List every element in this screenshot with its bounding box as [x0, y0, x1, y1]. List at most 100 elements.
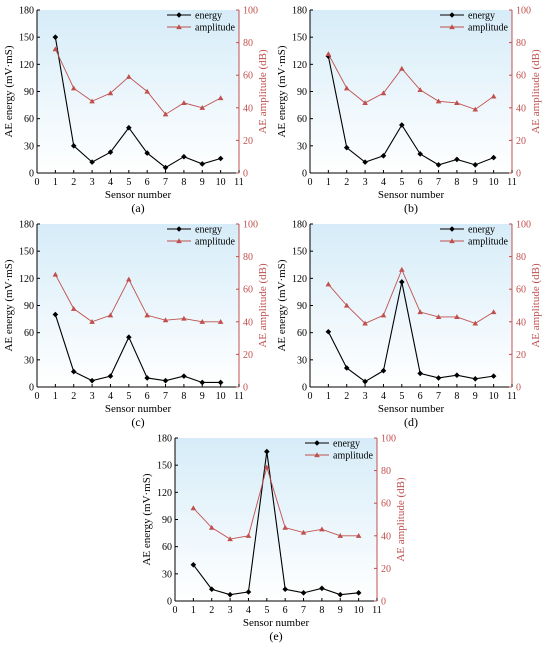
x-tick-label: 6 [418, 177, 423, 188]
x-axis-label: Sensor number [105, 189, 172, 201]
y-left-tick-label: 150 [19, 247, 34, 258]
data-point-energy [181, 153, 187, 160]
data-point-amplitude [343, 302, 350, 308]
data-point-amplitude [380, 90, 387, 96]
y-left-tick-label: 90 [297, 301, 307, 312]
y-right-tick-label: 100 [243, 220, 258, 231]
x-tick-label: 9 [200, 177, 205, 188]
panels: 0 1 2 3 4 5 6 7 8 9 10 1103060901201501800204060801… [3, 6, 542, 644]
data-point-amplitude [52, 271, 59, 277]
data-point-amplitude [399, 65, 405, 71]
data-point-amplitude [89, 319, 95, 324]
data-point-energy [343, 365, 350, 371]
y-left-tick-label: 60 [24, 328, 34, 339]
y-left-tick-label: 180 [19, 220, 34, 231]
data-point-amplitude [245, 533, 252, 538]
data-point-amplitude [217, 95, 224, 101]
data-point-amplitude [70, 85, 77, 91]
x-tick-label: 11 [234, 177, 244, 188]
x-tick-label: 5 [126, 391, 131, 402]
data-point-amplitude [217, 319, 224, 324]
panel-label: (d) [404, 415, 418, 429]
y-left-tick-label: 30 [297, 141, 307, 152]
x-tick-label: 7 [163, 177, 168, 188]
series-line-energy [327, 56, 494, 166]
y-right-tick-label: 20 [516, 136, 526, 147]
y-axis-label-right: AE amplitude (dB) [257, 263, 269, 348]
y-axis-label-left: AE energy (mV·mS) [141, 473, 153, 565]
x-tick-label: 1 [326, 391, 331, 402]
x-tick-label: 0 [35, 391, 40, 402]
data-point-energy [490, 373, 497, 379]
y-left-tick-label: 120 [292, 60, 307, 71]
data-point-energy [70, 368, 77, 375]
data-point-amplitude [126, 74, 132, 79]
y-right-tick-label: 100 [381, 434, 396, 445]
x-tick-label: 10 [489, 177, 499, 188]
x-tick-label: 7 [436, 177, 441, 188]
x-tick-label: 2 [209, 605, 214, 616]
y-left-tick-label: 90 [297, 87, 307, 98]
x-axis-label: Sensor number [378, 189, 445, 201]
x-tick-label: 8 [319, 605, 324, 616]
y-right-tick-label: 80 [243, 252, 253, 263]
y-left-tick-label: 30 [297, 355, 307, 366]
x-tick-label: 7 [301, 605, 306, 616]
x-tick-label: 0 [308, 177, 313, 188]
y-left-tick-label: 60 [297, 114, 307, 125]
data-point-amplitude [199, 319, 206, 324]
series-line-amplitude [54, 274, 221, 323]
y-right-tick-label: 40 [381, 531, 391, 542]
y-axis-label-left: AE energy (mV·mS) [3, 45, 15, 137]
series-line-amplitude [54, 48, 221, 115]
x-axis-label: Sensor number [378, 403, 445, 415]
data-point-energy [454, 372, 460, 379]
x-tick-label: 11 [372, 605, 382, 616]
data-point-energy [325, 53, 332, 59]
panel-label: (c) [131, 415, 144, 429]
x-tick-label: 3 [90, 391, 95, 402]
y-left-tick-label: 0 [302, 383, 307, 394]
y-right-tick-label: 0 [243, 383, 248, 394]
data-point-amplitude [144, 312, 150, 318]
y-axis-label-right: AE amplitude (dB) [257, 49, 269, 134]
data-point-amplitude [380, 312, 387, 318]
series-line-amplitude [328, 268, 494, 324]
data-point-amplitude [52, 46, 59, 52]
data-point-energy [319, 585, 325, 592]
data-point-energy [89, 377, 95, 384]
data-point-amplitude [126, 276, 132, 282]
y-left-tick-label: 90 [24, 87, 34, 98]
x-tick-label: 7 [163, 391, 168, 402]
y-right-tick-label: 60 [243, 285, 253, 296]
chart-panel-4: 0 1 2 3 4 5 6 7 8 9 10 1103060901201501800204060801… [276, 220, 542, 430]
x-tick-label: 8 [454, 391, 459, 402]
y-right-tick-label: 80 [516, 252, 526, 263]
y-right-tick-label: 0 [381, 597, 386, 608]
y-right-tick-label: 80 [381, 466, 391, 477]
y-left-tick-label: 150 [292, 247, 307, 258]
legend-marker [449, 12, 455, 18]
x-tick-label: 4 [381, 177, 386, 188]
legend-marker [449, 226, 455, 232]
legend-label-amplitude: amplitude [195, 23, 236, 34]
series-line-energy [192, 451, 359, 596]
panel-label: (b) [404, 201, 418, 215]
y-left-tick-label: 60 [24, 114, 34, 125]
data-point-energy [199, 161, 206, 167]
data-point-energy [144, 150, 150, 156]
legend-marker [176, 24, 182, 30]
data-point-energy [89, 159, 95, 165]
y-right-tick-label: 60 [243, 71, 253, 82]
data-point-energy [362, 378, 368, 385]
legend-label-energy: energy [195, 11, 222, 22]
series-line-amplitude [193, 465, 359, 540]
data-point-amplitude [181, 100, 187, 106]
data-point-energy [417, 151, 423, 157]
x-tick-label: 10 [216, 391, 226, 402]
y-left-tick-label: 180 [157, 434, 172, 445]
